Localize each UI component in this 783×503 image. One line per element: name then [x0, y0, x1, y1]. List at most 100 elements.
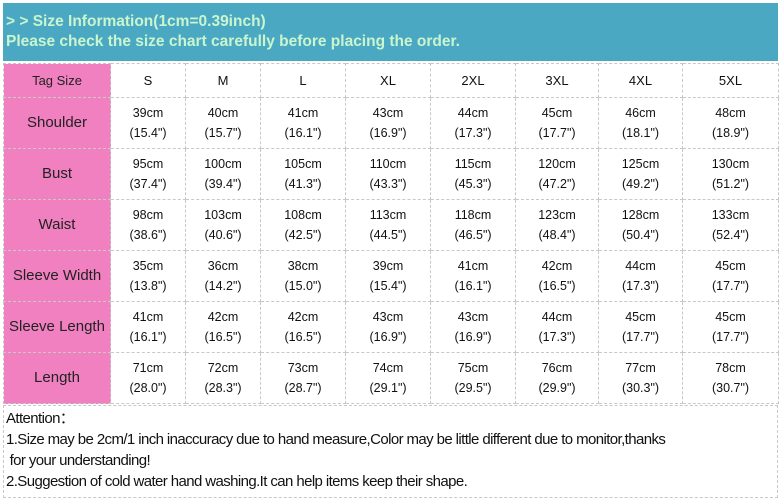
measurement-cell: 100cm (39.4") — [185, 148, 261, 200]
measurement-cell: 44cm (17.3") — [430, 97, 516, 149]
measurement-cell: 74cm (29.1") — [345, 352, 431, 404]
size-header: 3XL — [515, 63, 599, 98]
measurement-cell: 42cm (16.5") — [515, 250, 599, 302]
cm-value: 45cm — [715, 310, 746, 324]
inch-value: (16.5") — [284, 330, 322, 344]
inch-value: (48.4") — [538, 228, 576, 242]
inch-value: (15.4") — [129, 126, 167, 140]
inch-value: (51.2") — [711, 177, 750, 191]
cm-value: 98cm — [132, 208, 164, 222]
cm-value: 35cm — [132, 259, 164, 273]
cm-value: 110cm — [369, 157, 407, 171]
attention-note-2: 2.Suggestion of cold water hand washing.… — [6, 473, 468, 490]
measurement-cell: 44cm (17.3") — [515, 301, 599, 353]
inch-value: (16.5") — [204, 330, 242, 344]
inch-value: (14.2") — [204, 279, 242, 293]
inch-value: (17.7") — [711, 279, 750, 293]
inch-value: (42.5") — [284, 228, 322, 242]
table-row: Length 71cm (28.0") 72cm (28.3") 73cm (28.7") 7… — [3, 352, 779, 404]
measurement-cell: 38cm (15.0") — [260, 250, 346, 302]
banner-title: > > Size Information(1cm=0.39inch) — [6, 13, 266, 30]
cm-value: 120cm — [538, 157, 576, 171]
cm-value: 44cm — [625, 259, 656, 273]
measurement-cell: 133cm (52.4") — [682, 199, 779, 251]
measurement-cell: 44cm (17.3") — [598, 250, 683, 302]
cm-value: 41cm — [457, 259, 489, 273]
inch-value: (45.3") — [454, 177, 492, 191]
cm-value: 41cm — [132, 310, 164, 324]
cm-value: 123cm — [538, 208, 576, 222]
measurement-cell: 105cm (41.3") — [260, 148, 346, 200]
measurement-cell: 45cm (17.7") — [515, 97, 599, 149]
table-row: Sleeve Length 41cm (16.1") 42cm (16.5") 42cm (… — [3, 301, 779, 353]
size-info-banner: > > Size Information(1cm=0.39inch) Pleas… — [3, 3, 778, 61]
cm-value: 36cm — [207, 259, 239, 273]
inch-value: (39.4") — [204, 177, 242, 191]
measurement-cell: 98cm (38.6") — [110, 199, 186, 251]
cm-value: 42cm — [287, 310, 319, 324]
row-label: Sleeve Length — [3, 301, 111, 353]
measurement-cell: 125cm (49.2") — [598, 148, 683, 200]
cm-value: 39cm — [372, 259, 404, 273]
cm-value: 42cm — [541, 259, 573, 273]
measurement-cell: 41cm (16.1") — [430, 250, 516, 302]
cm-value: 133cm — [711, 208, 750, 222]
cm-value: 46cm — [625, 106, 656, 120]
measurement-cell: 113cm (44.5") — [345, 199, 431, 251]
measurement-cell: 45cm (17.7") — [598, 301, 683, 353]
attention-note-1: 1.Size may be 2cm/1 inch inaccuracy due … — [6, 431, 666, 448]
inch-value: (13.8") — [129, 279, 167, 293]
size-header: L — [260, 63, 346, 98]
header-row: Tag Size S M L XL 2XL 3XL 4XL 5XL — [3, 63, 779, 98]
measurement-cell: 130cm (51.2") — [682, 148, 779, 200]
row-label: Bust — [3, 148, 111, 200]
inch-value: (44.5") — [369, 228, 407, 242]
table-row: Waist 98cm (38.6") 103cm (40.6") 108cm (42.5")… — [3, 199, 779, 251]
cm-value: 103cm — [204, 208, 242, 222]
measurement-cell: 76cm (29.9") — [515, 352, 599, 404]
row-label: Length — [3, 352, 111, 404]
size-header: 2XL — [430, 63, 516, 98]
inch-value: (49.2") — [621, 177, 660, 191]
size-header: 4XL — [598, 63, 683, 98]
cm-value: 44cm — [457, 106, 489, 120]
cm-value: 74cm — [372, 361, 404, 375]
cm-value: 45cm — [715, 259, 746, 273]
measurement-cell: 128cm (50.4") — [598, 199, 683, 251]
inch-value: (15.0") — [284, 279, 322, 293]
cm-value: 75cm — [457, 361, 489, 375]
inch-value: (16.9") — [369, 126, 407, 140]
cm-value: 72cm — [207, 361, 239, 375]
measurement-cell: 42cm (16.5") — [185, 301, 261, 353]
cm-value: 48cm — [715, 106, 746, 120]
inch-value: (46.5") — [454, 228, 492, 242]
cm-value: 100cm — [204, 157, 242, 171]
measurement-cell: 43cm (16.9") — [345, 97, 431, 149]
row-label: Shoulder — [3, 97, 111, 149]
cm-value: 38cm — [287, 259, 319, 273]
measurement-cell: 78cm (30.7") — [682, 352, 779, 404]
measurement-cell: 43cm (16.9") — [345, 301, 431, 353]
cm-value: 113cm — [369, 208, 407, 222]
cm-value: 105cm — [284, 157, 322, 171]
size-header: XL — [345, 63, 431, 98]
inch-value: (16.5") — [538, 279, 576, 293]
inch-value: (15.4") — [369, 279, 407, 293]
measurement-cell: 110cm (43.3") — [345, 148, 431, 200]
inch-value: (41.3") — [284, 177, 322, 191]
attention-notes: Attention： 1.Size may be 2cm/1 inch inac… — [3, 405, 778, 498]
inch-value: (52.4") — [711, 228, 750, 242]
table-row: Sleeve Width 35cm (13.8") 36cm (14.2") 38cm (1… — [3, 250, 779, 302]
cm-value: 41cm — [287, 106, 319, 120]
inch-value: (15.7") — [204, 126, 242, 140]
inch-value: (29.1") — [369, 381, 407, 395]
inch-value: (16.1") — [284, 126, 322, 140]
inch-value: (28.7") — [284, 381, 322, 395]
inch-value: (16.9") — [369, 330, 407, 344]
inch-value: (40.6") — [204, 228, 242, 242]
inch-value: (47.2") — [538, 177, 576, 191]
cm-value: 78cm — [715, 361, 746, 375]
cm-value: 43cm — [372, 106, 404, 120]
measurement-cell: 41cm (16.1") — [110, 301, 186, 353]
cm-value: 76cm — [541, 361, 573, 375]
